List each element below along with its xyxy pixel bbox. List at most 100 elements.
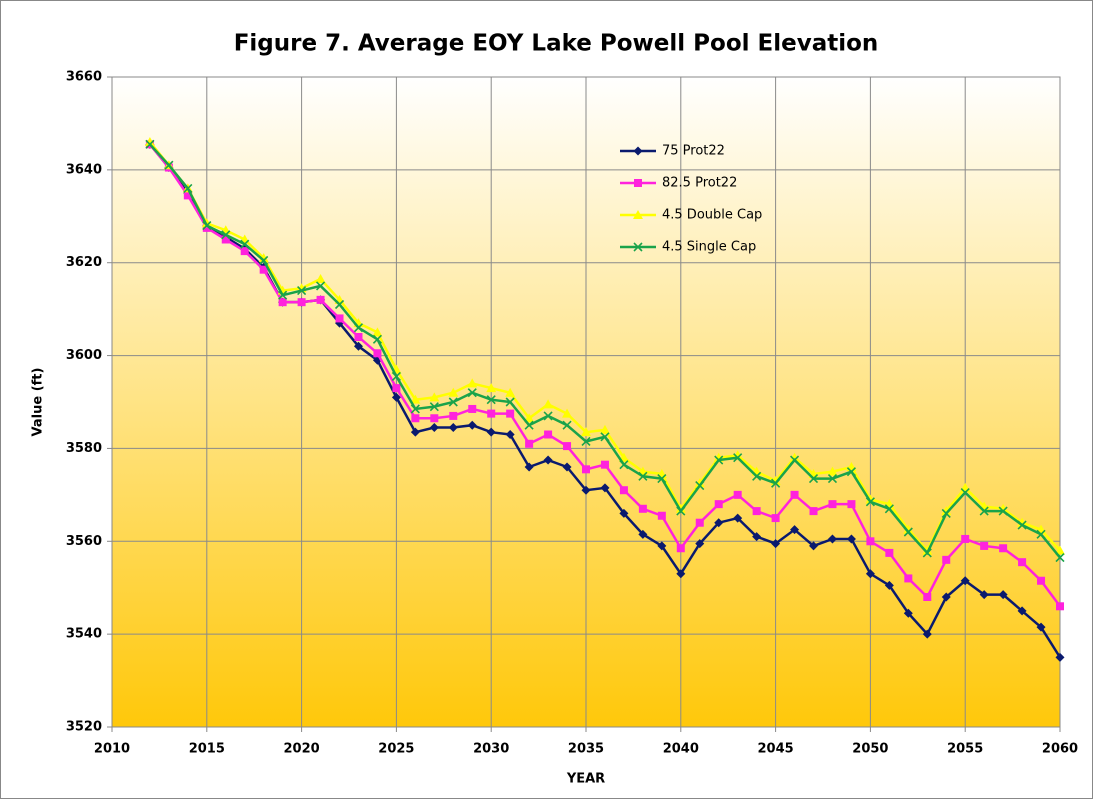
marker [410, 404, 420, 414]
marker [790, 490, 799, 499]
marker [505, 397, 515, 407]
marker [372, 327, 383, 337]
marker [505, 387, 516, 397]
marker [581, 485, 591, 495]
marker [562, 462, 572, 472]
marker [733, 490, 742, 499]
marker [752, 507, 761, 516]
marker [960, 576, 970, 586]
marker [429, 392, 440, 402]
marker [961, 534, 970, 543]
marker [145, 139, 155, 149]
marker [373, 349, 382, 358]
x-tick-label: 2015 [189, 742, 225, 757]
x-tick-label: 2060 [1042, 742, 1078, 757]
marker [675, 503, 686, 513]
marker [543, 455, 553, 465]
marker [183, 183, 193, 193]
legend-label: 75 Prot22 [662, 144, 725, 159]
marker [1055, 652, 1065, 662]
marker [714, 518, 724, 528]
marker [847, 500, 856, 509]
marker [372, 334, 383, 344]
marker [468, 404, 477, 413]
marker [391, 371, 401, 382]
legend-label: 4.5 Double Cap [662, 208, 762, 223]
marker [221, 235, 230, 244]
marker [638, 529, 648, 539]
marker [525, 439, 534, 448]
marker [733, 513, 743, 523]
x-tick-label: 2020 [284, 742, 320, 757]
marker [410, 394, 421, 404]
marker [144, 137, 155, 146]
marker [676, 569, 686, 579]
marker [259, 265, 268, 274]
plot-border [111, 76, 1061, 728]
marker [942, 555, 951, 564]
marker [846, 534, 856, 544]
marker [448, 423, 458, 433]
marker [600, 432, 610, 442]
marker [1017, 520, 1027, 530]
marker [467, 378, 478, 388]
marker [486, 395, 496, 405]
marker [789, 455, 800, 465]
marker [789, 452, 800, 462]
marker [599, 424, 610, 434]
marker [335, 314, 344, 323]
y-tick-label: 3620 [66, 255, 102, 270]
marker [524, 462, 534, 472]
marker [884, 580, 894, 590]
marker [676, 506, 686, 516]
marker [633, 242, 643, 252]
marker [449, 411, 458, 420]
x-tick-label: 2055 [947, 742, 983, 757]
y-axis-label: Value (ft) [31, 368, 46, 437]
x-tick-label: 2010 [94, 742, 130, 757]
marker [486, 427, 496, 437]
marker [695, 518, 704, 527]
marker [733, 453, 743, 463]
marker [619, 460, 629, 470]
marker [695, 539, 705, 549]
marker [429, 402, 439, 412]
marker [562, 408, 573, 418]
marker [1036, 529, 1046, 539]
marker [202, 221, 212, 231]
marker [771, 478, 781, 488]
marker [391, 392, 401, 402]
marker [1017, 606, 1027, 616]
marker [809, 541, 819, 551]
marker [297, 298, 306, 307]
marker [714, 455, 724, 465]
marker [334, 299, 345, 310]
y-tick-label: 3660 [66, 70, 102, 85]
marker [467, 388, 477, 398]
marker [866, 537, 875, 546]
marker [543, 411, 553, 421]
marker [183, 191, 192, 200]
marker [827, 534, 837, 544]
marker [448, 397, 458, 407]
marker [562, 420, 572, 430]
x-tick-label: 2025 [378, 742, 414, 757]
y-tick-label: 3520 [66, 720, 102, 735]
x-tick-label: 2050 [852, 742, 888, 757]
legend-label: 4.5 Single Cap [662, 240, 756, 255]
marker [771, 539, 781, 549]
x-tick-label: 2045 [758, 742, 794, 757]
marker [941, 508, 951, 518]
marker [221, 230, 231, 240]
marker [809, 507, 818, 516]
marker [582, 465, 590, 474]
marker [619, 486, 628, 495]
marker [240, 247, 249, 256]
x-tick-label: 2030 [473, 742, 509, 757]
marker [354, 333, 363, 341]
marker [903, 524, 914, 534]
marker [885, 548, 894, 557]
marker [600, 483, 610, 493]
marker [410, 427, 420, 437]
marker [315, 273, 326, 283]
